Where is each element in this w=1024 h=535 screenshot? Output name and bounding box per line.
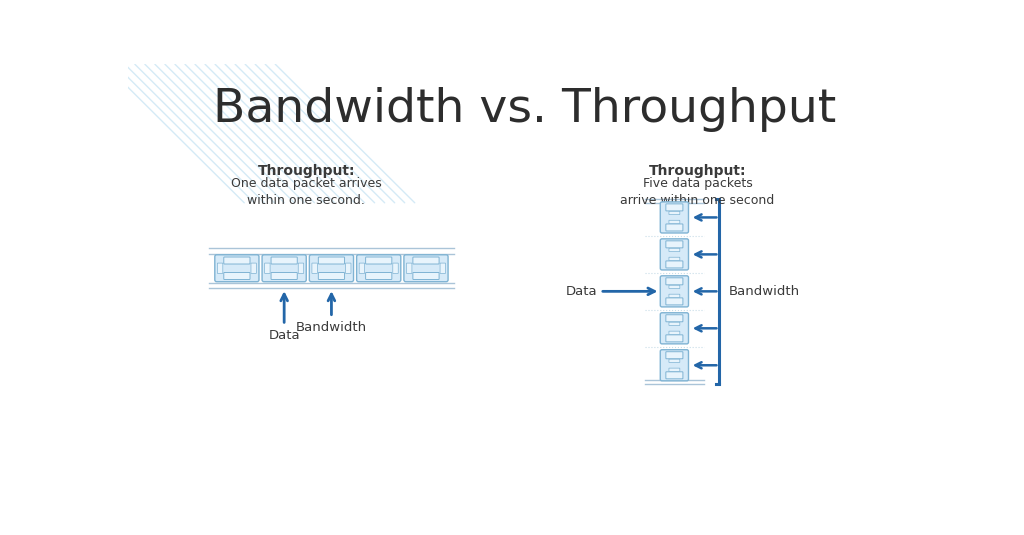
FancyBboxPatch shape [660, 276, 688, 307]
FancyBboxPatch shape [271, 272, 297, 279]
FancyBboxPatch shape [666, 278, 683, 285]
FancyBboxPatch shape [666, 298, 683, 305]
FancyBboxPatch shape [271, 257, 297, 264]
Text: Throughput:: Throughput: [257, 164, 355, 178]
FancyBboxPatch shape [366, 257, 392, 264]
Text: Bandwidth: Bandwidth [729, 285, 800, 298]
FancyBboxPatch shape [669, 285, 680, 288]
FancyBboxPatch shape [669, 322, 680, 325]
FancyBboxPatch shape [215, 255, 259, 282]
Text: Bandwidth: Bandwidth [296, 322, 367, 334]
FancyBboxPatch shape [669, 220, 680, 224]
Text: Throughput:: Throughput: [649, 164, 746, 178]
FancyBboxPatch shape [224, 257, 250, 264]
FancyBboxPatch shape [660, 202, 688, 233]
FancyBboxPatch shape [669, 331, 680, 334]
FancyBboxPatch shape [312, 263, 317, 273]
FancyBboxPatch shape [669, 359, 680, 362]
FancyBboxPatch shape [666, 372, 683, 379]
Text: Five data packets
arrive within one second: Five data packets arrive within one seco… [621, 178, 775, 208]
FancyBboxPatch shape [413, 272, 439, 279]
Text: Data: Data [268, 329, 300, 342]
FancyBboxPatch shape [298, 263, 304, 273]
FancyBboxPatch shape [669, 368, 680, 371]
FancyBboxPatch shape [366, 272, 392, 279]
FancyBboxPatch shape [251, 263, 256, 273]
FancyBboxPatch shape [345, 263, 351, 273]
FancyBboxPatch shape [440, 263, 445, 273]
FancyBboxPatch shape [403, 255, 449, 282]
Text: Data: Data [566, 285, 598, 298]
FancyBboxPatch shape [413, 257, 439, 264]
FancyBboxPatch shape [318, 257, 344, 264]
FancyBboxPatch shape [262, 255, 306, 282]
FancyBboxPatch shape [666, 351, 683, 359]
FancyBboxPatch shape [666, 261, 683, 268]
FancyBboxPatch shape [393, 263, 398, 273]
FancyBboxPatch shape [666, 315, 683, 322]
FancyBboxPatch shape [660, 313, 688, 344]
FancyBboxPatch shape [224, 272, 250, 279]
FancyBboxPatch shape [318, 272, 344, 279]
FancyBboxPatch shape [666, 241, 683, 248]
FancyBboxPatch shape [666, 224, 683, 231]
FancyBboxPatch shape [669, 257, 680, 261]
FancyBboxPatch shape [660, 350, 688, 381]
FancyBboxPatch shape [669, 211, 680, 215]
FancyBboxPatch shape [309, 255, 353, 282]
FancyBboxPatch shape [666, 335, 683, 342]
Text: One data packet arrives
within one second.: One data packet arrives within one secon… [230, 178, 382, 208]
FancyBboxPatch shape [669, 248, 680, 251]
FancyBboxPatch shape [359, 263, 365, 273]
FancyBboxPatch shape [217, 263, 223, 273]
FancyBboxPatch shape [660, 239, 688, 270]
FancyBboxPatch shape [669, 294, 680, 297]
FancyBboxPatch shape [356, 255, 400, 282]
FancyBboxPatch shape [407, 263, 412, 273]
Text: Bandwidth vs. Throughput: Bandwidth vs. Throughput [213, 87, 837, 132]
FancyBboxPatch shape [666, 204, 683, 211]
FancyBboxPatch shape [264, 263, 270, 273]
